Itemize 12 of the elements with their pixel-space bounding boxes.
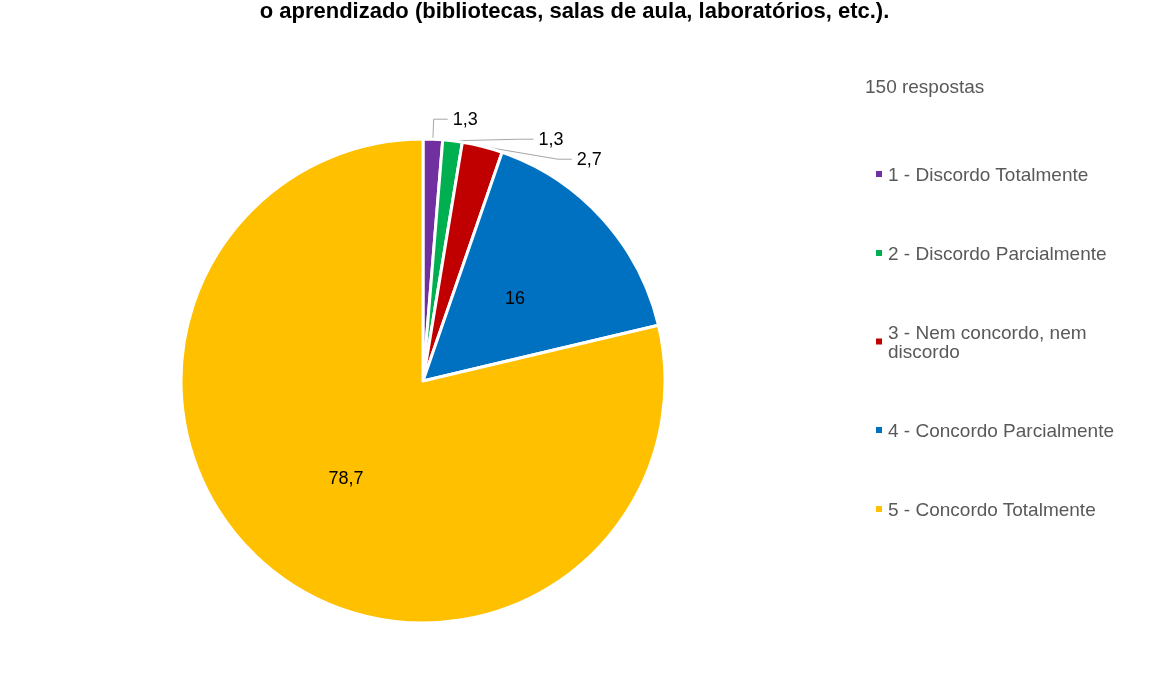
data-label: 1,3 [538, 129, 564, 150]
chart-title: o aprendizado (bibliotecas, salas de aula, laboratórios, etc.). [259, 0, 890, 23]
legend-label: 2 - Discordo Parcialmente [888, 242, 1107, 264]
data-label: 1,3 [452, 109, 478, 130]
legend-label: 1 - Discordo Totalmente [888, 163, 1089, 185]
legend-label: 5 - Concordo Totalmente [888, 498, 1096, 520]
data-label: 2,7 [576, 149, 602, 170]
legend-label: 4 - Concordo Parcialmente [888, 419, 1114, 441]
data-label: 78,7 [328, 468, 364, 489]
legend-label: 3 - Nem concordo, nem discordo [888, 321, 1092, 362]
data-label: 16 [504, 287, 525, 308]
chart-subtitle: 150 respostas [865, 76, 985, 97]
